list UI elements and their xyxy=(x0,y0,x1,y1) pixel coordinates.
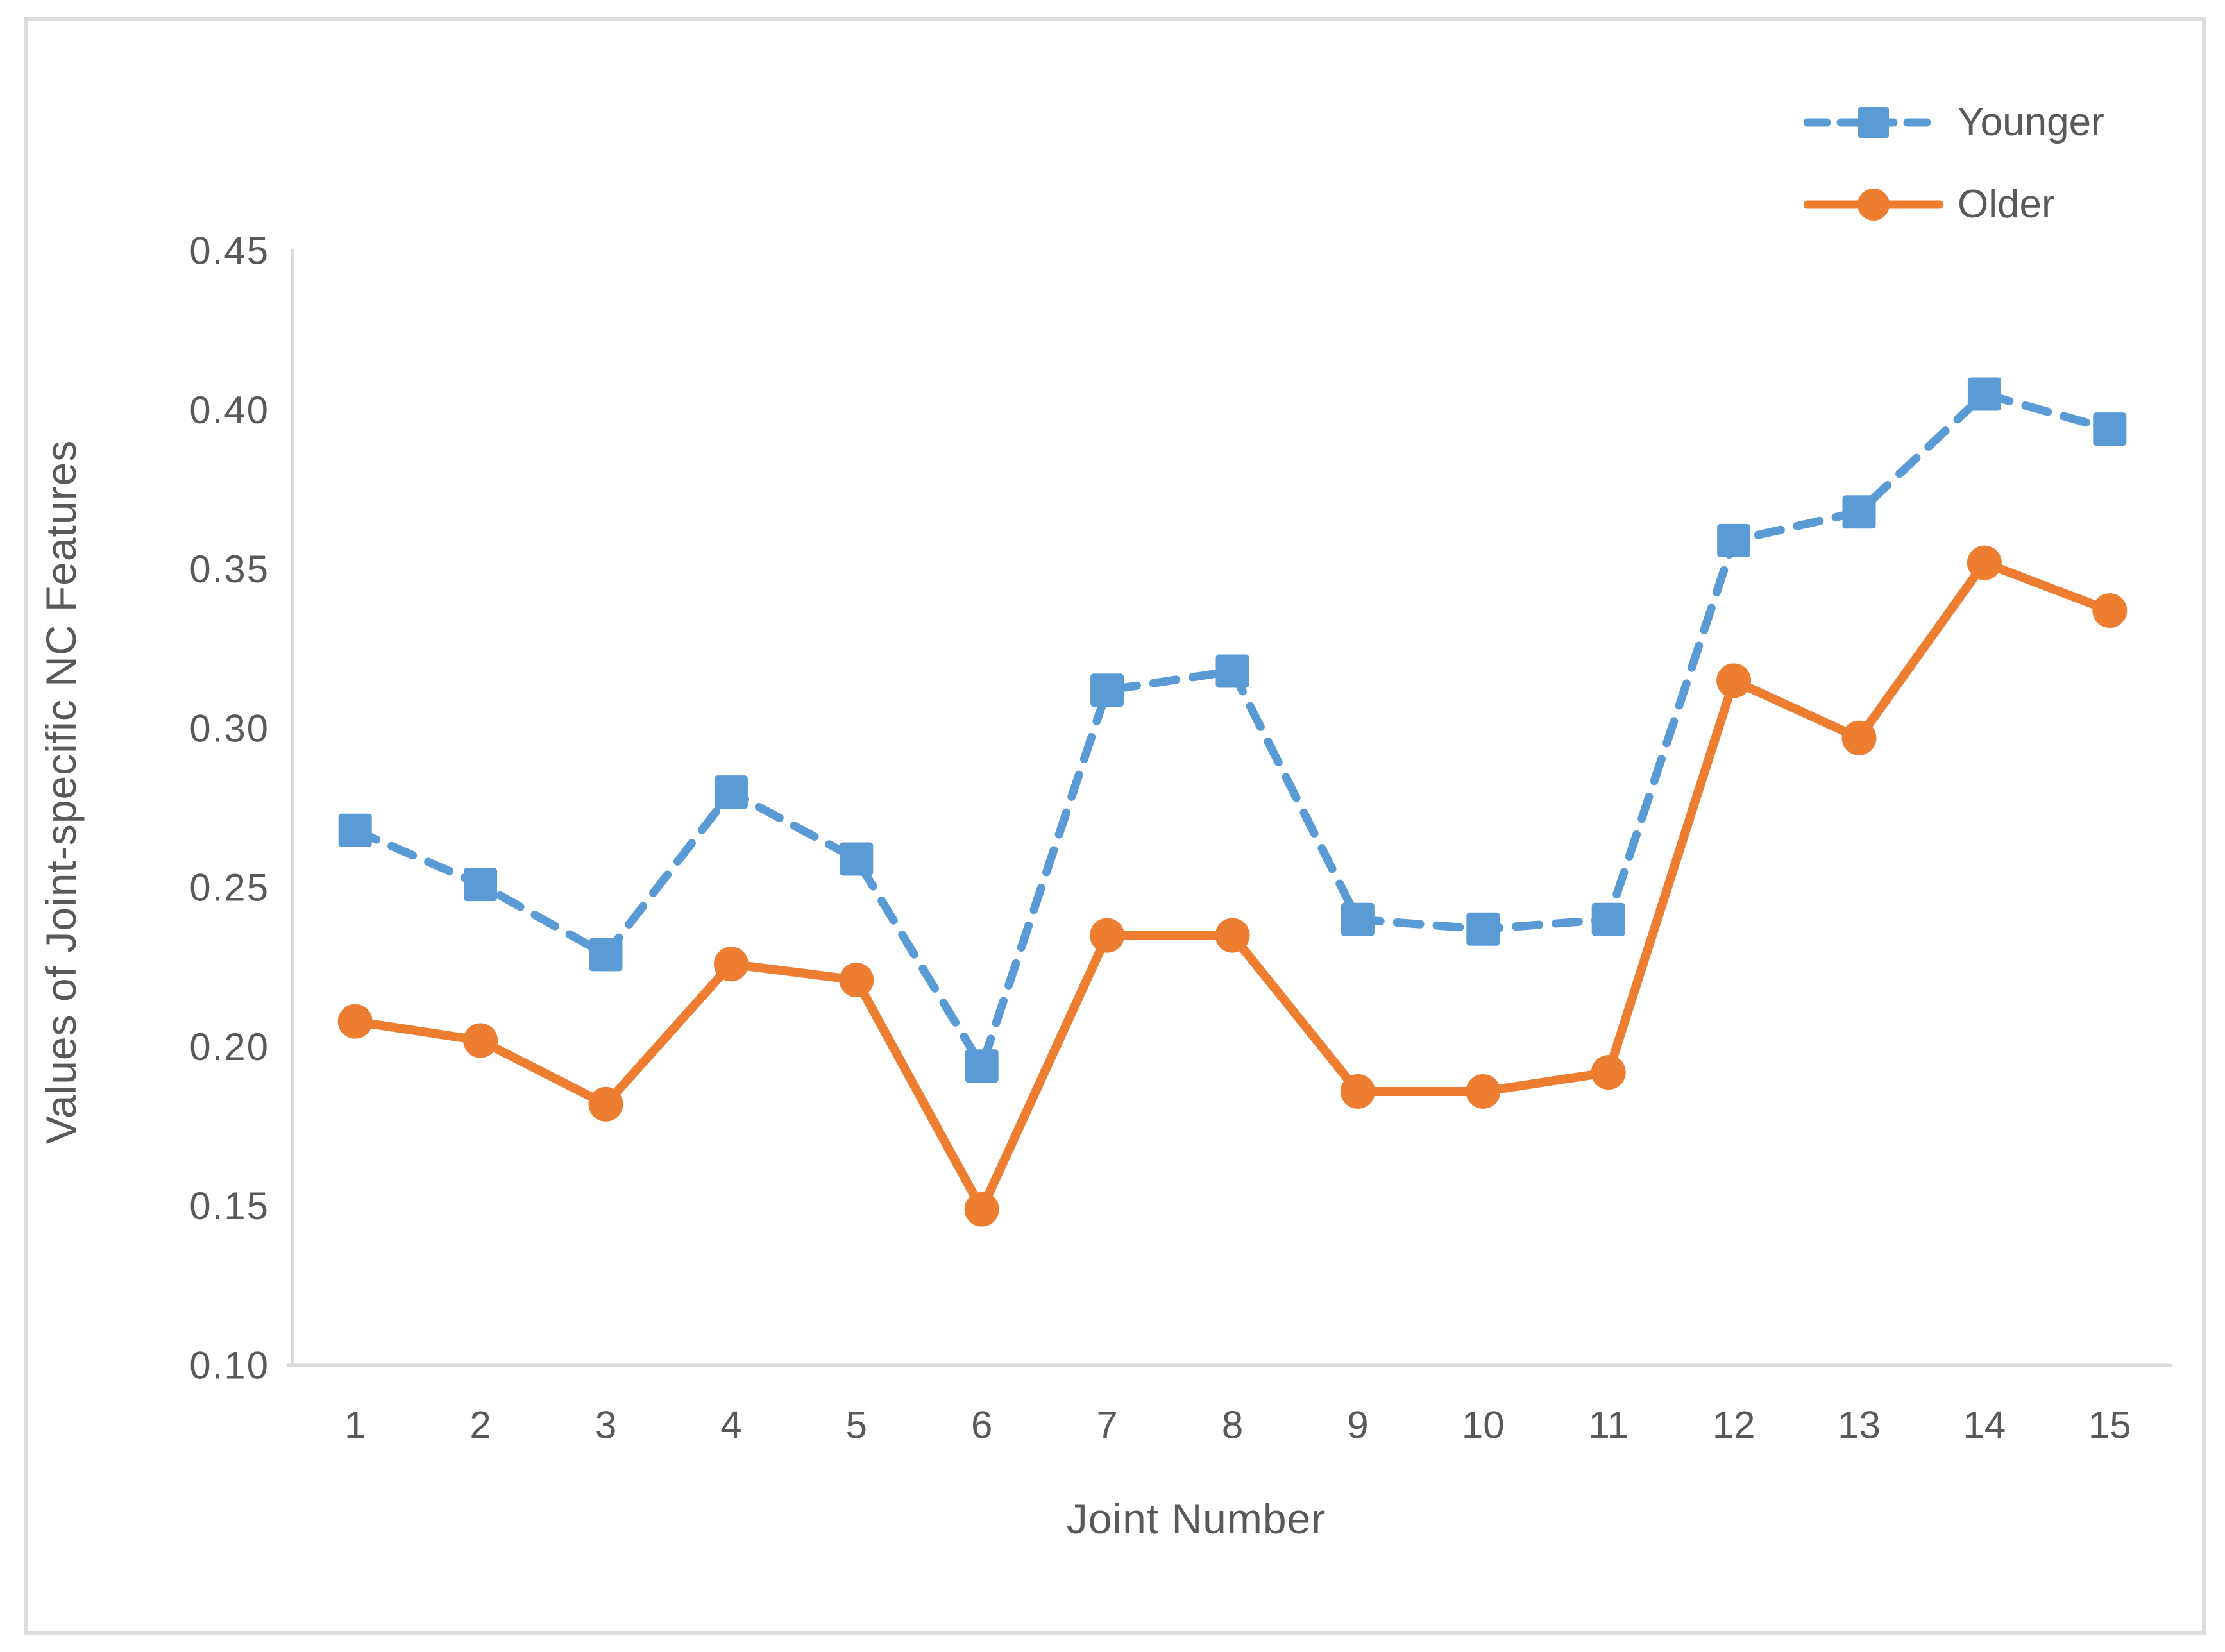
x-tick-label: 15 xyxy=(2088,1404,2131,1447)
x-tick-label: 4 xyxy=(720,1404,741,1447)
series-older-marker xyxy=(1591,1055,1626,1090)
x-tick-label: 10 xyxy=(1462,1404,1505,1447)
series-older-marker xyxy=(588,1086,623,1122)
legend-item-younger: Younger xyxy=(1804,101,2104,144)
y-axis-title: Values of Joint-specific NC Features xyxy=(37,439,85,1145)
legend-swatch-older-icon xyxy=(1804,189,1943,221)
x-tick-label: 14 xyxy=(1963,1404,2006,1447)
series-older-marker xyxy=(1090,918,1125,953)
series-younger-marker xyxy=(840,842,874,876)
series-older-marker xyxy=(1967,545,2002,580)
y-tick-label: 0.10 xyxy=(189,1344,269,1387)
series-younger-marker xyxy=(714,775,748,809)
x-tick-label: 8 xyxy=(1222,1404,1243,1447)
legend: Younger Older xyxy=(1804,101,2104,226)
x-tick-label: 11 xyxy=(1589,1404,1629,1447)
series-younger-marker xyxy=(589,938,623,972)
x-tick-label: 3 xyxy=(595,1404,616,1447)
legend-marker-younger xyxy=(1858,107,1889,138)
y-tick-label: 0.45 xyxy=(189,230,269,273)
series-younger-marker xyxy=(1967,377,2001,411)
x-tick-label: 13 xyxy=(1838,1404,1881,1447)
y-tick-label: 0.25 xyxy=(189,866,269,909)
series-older-marker xyxy=(2092,593,2128,628)
series-older-marker xyxy=(964,1192,999,1227)
series-older-marker xyxy=(1841,720,1877,755)
series-older-marker xyxy=(713,947,749,982)
series-younger-marker xyxy=(338,813,372,847)
legend-item-older: Older xyxy=(1804,183,2104,226)
series-older-marker xyxy=(1340,1074,1375,1109)
series-younger-marker xyxy=(965,1049,999,1083)
x-tick-label: 1 xyxy=(344,1404,366,1447)
y-tick-label: 0.40 xyxy=(189,389,269,432)
legend-marker-older xyxy=(1857,189,1890,221)
x-tick-label: 2 xyxy=(470,1404,491,1447)
series-younger-marker xyxy=(2093,412,2127,446)
series-older-marker xyxy=(839,963,874,998)
series-younger-marker xyxy=(1466,912,1500,946)
x-tick-label: 5 xyxy=(846,1404,867,1447)
series-younger-marker xyxy=(1341,902,1375,936)
series-older-marker xyxy=(1716,663,1752,698)
x-tick-label: 12 xyxy=(1713,1404,1755,1447)
series-younger-marker xyxy=(464,868,498,902)
series-older-marker xyxy=(337,1004,373,1039)
y-tick-label: 0.30 xyxy=(189,707,269,750)
series-younger-marker xyxy=(1717,523,1751,557)
series-older-marker xyxy=(1215,918,1250,953)
legend-label-younger: Younger xyxy=(1958,100,2104,144)
x-tick-label: 6 xyxy=(971,1404,992,1447)
series-younger-marker xyxy=(1090,673,1124,707)
series-younger-marker xyxy=(1215,654,1249,688)
x-tick-label: 9 xyxy=(1347,1404,1368,1447)
legend-swatch-younger-icon xyxy=(1804,107,1943,138)
y-tick-label: 0.15 xyxy=(189,1184,269,1227)
series-younger-marker xyxy=(1591,902,1625,936)
x-tick-label: 7 xyxy=(1096,1404,1117,1447)
series-younger-marker xyxy=(1842,495,1876,529)
series-older-marker xyxy=(463,1023,498,1058)
y-tick-label: 0.20 xyxy=(189,1025,269,1068)
series-older-marker xyxy=(1466,1074,1501,1109)
x-axis-title: Joint Number xyxy=(1066,1495,1326,1542)
legend-label-older: Older xyxy=(1958,182,2055,226)
y-tick-label: 0.35 xyxy=(189,548,269,591)
